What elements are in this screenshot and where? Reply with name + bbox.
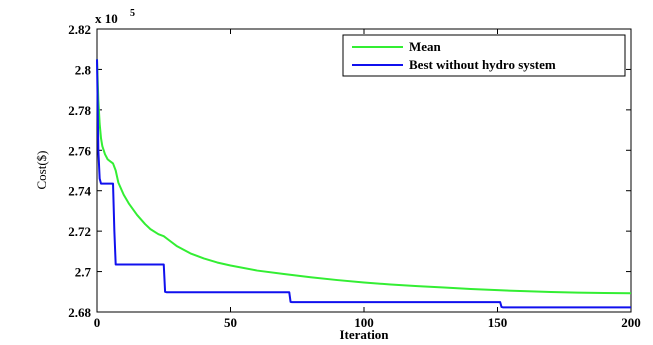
y-tick-label: 2.7 bbox=[75, 265, 92, 280]
y-tick-label: 2.68 bbox=[68, 305, 91, 320]
legend: Mean Best without hydro system bbox=[342, 34, 626, 77]
series-layer bbox=[96, 59, 632, 309]
legend-label-best: Best without hydro system bbox=[409, 57, 556, 72]
series-line-mean bbox=[96, 59, 632, 295]
x-tick-label: 150 bbox=[488, 315, 508, 330]
y-multiplier-exponent: 5 bbox=[130, 8, 135, 19]
y-axis-label: Cost($) bbox=[34, 151, 49, 190]
x-axis-label: Iteration bbox=[339, 327, 389, 342]
y-tick-label: 2.78 bbox=[68, 103, 91, 118]
y-tick-label: 2.82 bbox=[68, 22, 91, 37]
y-axis-ticks: 2.68 2.7 2.72 2.74 2.76 2.78 2.8 2.82 bbox=[68, 22, 631, 320]
y-tick-label: 2.8 bbox=[75, 62, 92, 77]
x-tick-label: 0 bbox=[94, 315, 101, 330]
y-multiplier-label: x 10 bbox=[95, 11, 118, 26]
y-tick-label: 2.72 bbox=[68, 224, 91, 239]
x-tick-label: 200 bbox=[621, 315, 641, 330]
series-line-best bbox=[96, 59, 631, 309]
legend-box bbox=[342, 34, 626, 77]
x-axis-ticks: 0 50 100 150 200 bbox=[94, 29, 641, 330]
y-tick-label: 2.76 bbox=[68, 143, 91, 158]
legend-label-mean: Mean bbox=[409, 39, 442, 54]
x-tick-label: 50 bbox=[224, 315, 237, 330]
y-tick-label: 2.74 bbox=[68, 184, 91, 199]
x-tick-label: 100 bbox=[354, 315, 374, 330]
